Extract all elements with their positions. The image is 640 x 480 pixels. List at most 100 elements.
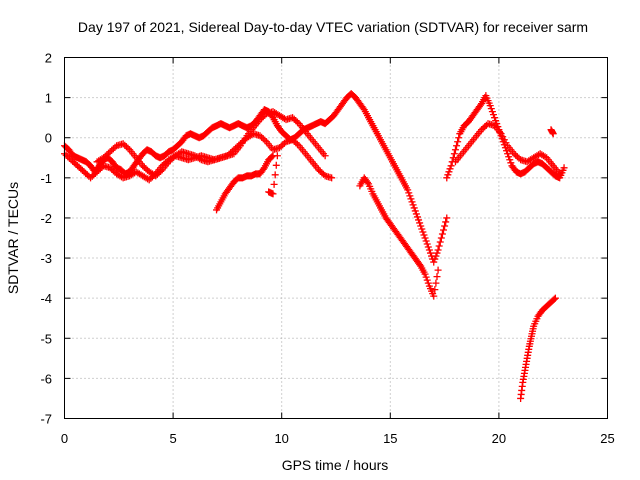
data-point: [256, 116, 264, 124]
data-point: [541, 153, 549, 161]
data-point: [440, 226, 448, 234]
data-point: [65, 154, 73, 162]
data-point: [446, 165, 454, 173]
data-point: [166, 156, 174, 164]
data-point: [416, 261, 424, 269]
data-point: [321, 152, 329, 160]
data-point: [270, 180, 278, 188]
data-point: [479, 124, 487, 132]
data-point: [505, 153, 513, 161]
data-point: [119, 140, 127, 148]
data-point: [433, 273, 441, 281]
data-point: [425, 246, 433, 254]
data-point: [70, 159, 78, 167]
data-point: [82, 169, 90, 177]
data-point: [424, 243, 432, 251]
series-track-i: [547, 126, 557, 138]
data-point: [106, 164, 114, 172]
y-axis-label: SDTVAR / TECUs: [5, 182, 21, 294]
data-point: [153, 170, 161, 178]
data-point: [412, 210, 420, 218]
data-point: [442, 218, 450, 226]
data-point: [418, 225, 426, 233]
y-tick-label: -5: [40, 331, 52, 346]
y-tick-label: -2: [40, 211, 52, 226]
data-point: [504, 150, 512, 158]
data-point: [499, 133, 507, 141]
data-point: [444, 171, 452, 179]
data-point: [363, 178, 371, 186]
data-point: [506, 156, 514, 164]
data-point: [430, 258, 438, 266]
data-point: [430, 292, 438, 300]
data-points: [61, 90, 568, 402]
data-point: [88, 172, 96, 180]
data-point: [433, 249, 441, 257]
data-point: [269, 190, 277, 198]
data-point: [196, 155, 204, 163]
data-point: [405, 189, 413, 197]
data-point: [476, 101, 484, 109]
y-tick-label: 2: [45, 51, 52, 66]
data-point: [259, 113, 267, 121]
data-point: [434, 266, 442, 274]
data-point: [454, 138, 462, 146]
data-point: [497, 130, 505, 138]
data-point: [272, 161, 280, 169]
x-tick-label: 15: [383, 431, 397, 446]
data-point: [273, 152, 281, 160]
x-axis-label: GPS time / hours: [282, 457, 389, 473]
data-point: [410, 204, 418, 212]
series-track-a: [61, 90, 451, 266]
data-point: [276, 144, 284, 152]
chart-title: Day 197 of 2021, Sidereal Day-to-day VTE…: [78, 19, 588, 35]
data-point: [80, 168, 88, 176]
data-point: [426, 249, 434, 257]
data-point: [443, 174, 451, 182]
data-point: [408, 198, 416, 206]
data-point: [451, 146, 459, 154]
data-point: [437, 234, 445, 242]
y-tick-label: -6: [40, 371, 52, 386]
data-point: [436, 238, 444, 246]
data-point: [406, 192, 414, 200]
data-point: [101, 152, 109, 160]
data-point: [491, 114, 499, 122]
data-point: [258, 133, 266, 141]
data-point: [455, 134, 463, 142]
data-point: [290, 137, 298, 145]
data-point: [409, 201, 417, 209]
data-point: [139, 162, 147, 170]
y-tick-label: -3: [40, 251, 52, 266]
data-point: [268, 153, 276, 161]
data-point: [450, 150, 458, 158]
y-tick-label: -7: [40, 412, 52, 427]
series-track-g: [451, 120, 564, 178]
data-point: [168, 155, 176, 163]
data-point: [431, 255, 439, 263]
data-point: [316, 167, 324, 175]
data-point: [421, 270, 429, 278]
plot-frame: [64, 57, 608, 419]
data-point: [500, 136, 508, 144]
data-point: [95, 166, 103, 174]
data-point: [106, 148, 114, 156]
data-point: [83, 171, 91, 179]
data-point: [416, 219, 424, 227]
data-point: [64, 153, 72, 161]
data-point: [145, 176, 153, 184]
data-point: [422, 237, 430, 245]
data-point: [62, 151, 70, 159]
data-point: [507, 159, 515, 167]
data-point: [424, 279, 432, 287]
data-point: [67, 156, 75, 164]
data-point: [152, 172, 160, 180]
data-point: [122, 143, 130, 151]
data-point: [261, 136, 269, 144]
data-point: [447, 162, 455, 170]
data-point: [96, 165, 104, 173]
data-point: [453, 142, 461, 150]
data-point: [481, 123, 489, 131]
